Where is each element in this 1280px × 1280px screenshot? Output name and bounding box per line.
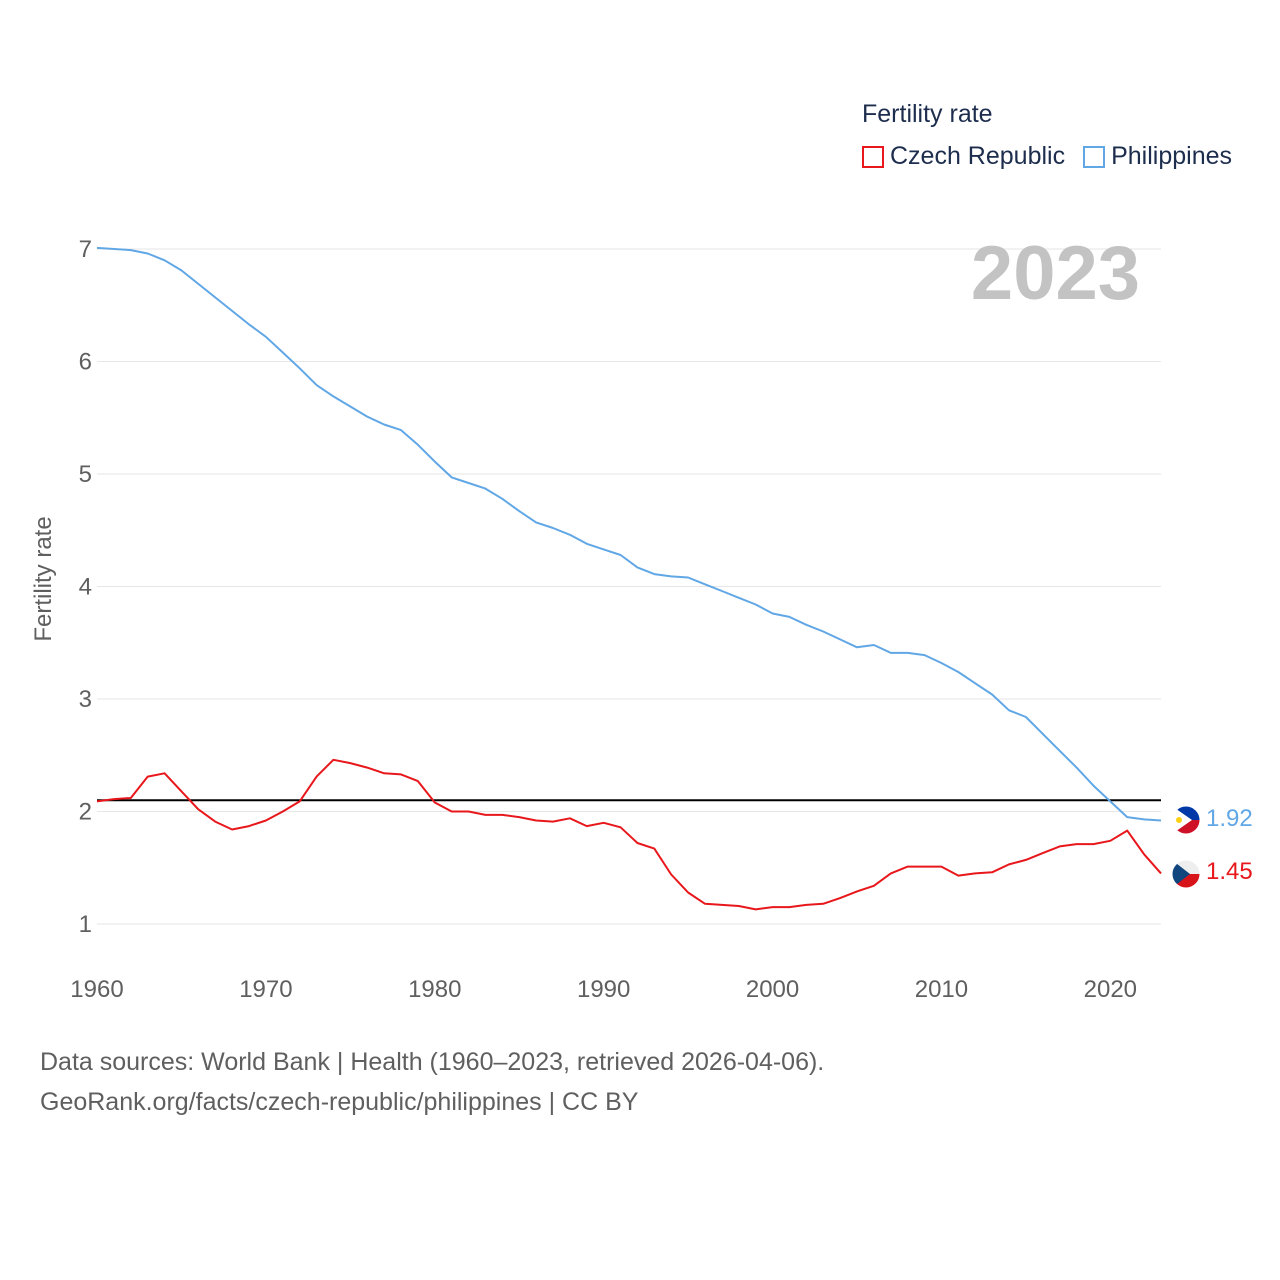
x-tick-label: 2010 bbox=[915, 976, 968, 1003]
y-tick-label: 6 bbox=[79, 349, 92, 376]
y-tick-label: 2 bbox=[79, 799, 92, 826]
legend-item-czech-republic[interactable]: Czech Republic bbox=[862, 142, 1065, 171]
legend-label-philippines: Philippines bbox=[1111, 142, 1233, 170]
series-lines bbox=[96, 246, 1162, 911]
legend-title: Fertility rate bbox=[862, 100, 993, 128]
x-tick-label: 1990 bbox=[577, 976, 630, 1003]
source-link[interactable]: GeoRank.org/facts/czech-republic/philipp… bbox=[40, 1088, 639, 1116]
x-tick-label: 1960 bbox=[70, 976, 123, 1003]
footer: Data sources: World Bank | Health (1960–… bbox=[40, 1042, 824, 1122]
y-tick-label: 5 bbox=[79, 461, 92, 488]
gridlines bbox=[97, 248, 1161, 925]
y-tick-label: 4 bbox=[79, 574, 92, 601]
y-tick-label: 7 bbox=[79, 236, 92, 263]
x-axis-ticks: 1960 1970 1980 1990 2000 2010 2020 bbox=[70, 976, 1137, 1003]
series-line-philippines[interactable] bbox=[96, 246, 1162, 822]
czech-end-value: 1.45 bbox=[1206, 858, 1253, 885]
y-tick-label: 1 bbox=[79, 911, 92, 938]
legend-label-czech-republic: Czech Republic bbox=[890, 142, 1066, 170]
x-tick-label: 2020 bbox=[1084, 976, 1137, 1003]
x-tick-label: 1980 bbox=[408, 976, 461, 1003]
philippines-flag-icon bbox=[1171, 805, 1201, 835]
y-axis-ticks: 1 2 3 4 5 6 7 bbox=[79, 236, 92, 938]
year-label: 2023 bbox=[970, 231, 1140, 316]
x-tick-label: 1970 bbox=[239, 976, 292, 1003]
legend: Czech Republic Philippines bbox=[862, 142, 1250, 171]
czech-flag-icon bbox=[1171, 859, 1201, 889]
philippines-end-value: 1.92 bbox=[1206, 805, 1253, 832]
y-axis-title: Fertility rate bbox=[30, 516, 57, 641]
legend-swatch-philippines bbox=[1083, 145, 1106, 168]
x-tick-label: 2000 bbox=[746, 976, 799, 1003]
y-tick-label: 3 bbox=[79, 686, 92, 713]
series-line-czech-republic[interactable] bbox=[96, 758, 1162, 911]
data-sources-text: Data sources: World Bank | Health (1960–… bbox=[40, 1048, 825, 1076]
legend-swatch-czech-republic bbox=[862, 145, 884, 168]
legend-item-philippines[interactable]: Philippines bbox=[1083, 142, 1232, 171]
